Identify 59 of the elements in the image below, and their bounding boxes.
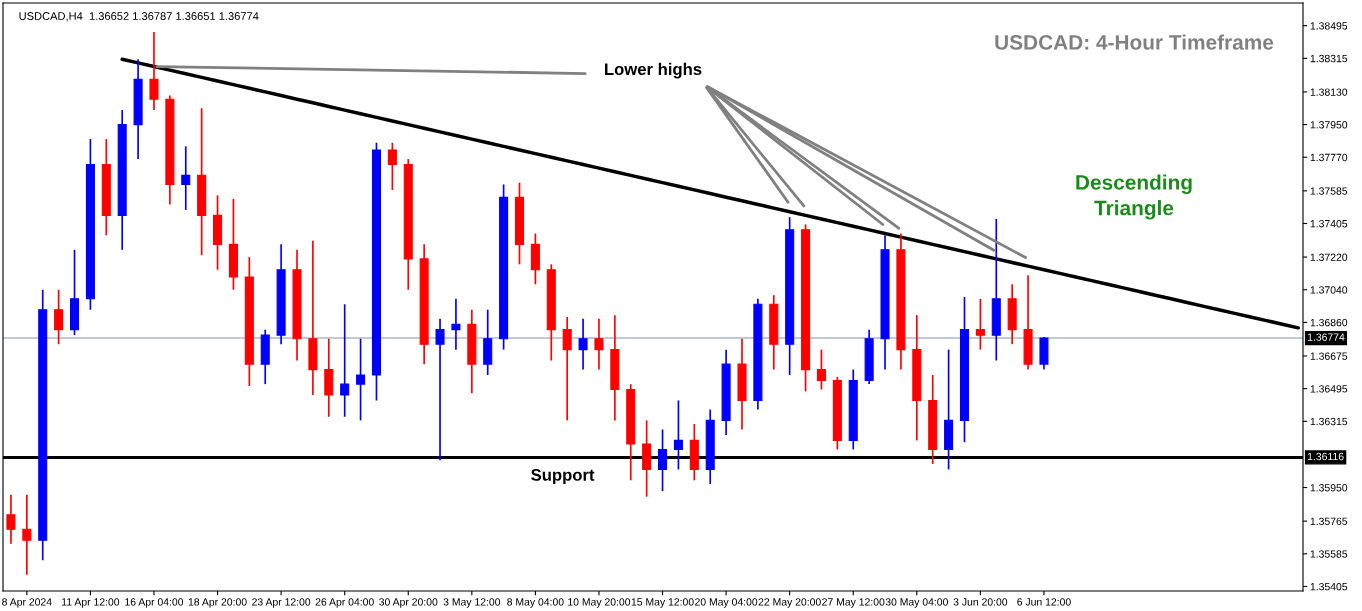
x-tick-label: 8 Apr 2024 xyxy=(2,598,52,608)
candlestick xyxy=(658,428,668,493)
y-tick-label: 1.37950 xyxy=(1310,121,1348,129)
candlestick xyxy=(562,316,572,422)
y-tick-label: 1.35765 xyxy=(1310,517,1348,526)
candlestick xyxy=(54,288,64,346)
x-tick-label: 22 May 20:00 xyxy=(758,598,821,608)
x-tick-label: 3 Jun 20:00 xyxy=(953,598,1008,606)
y-tick-label: 1.35405 xyxy=(1310,582,1348,591)
line-series xyxy=(120,57,1300,330)
y-tick-label: 1.35585 xyxy=(1310,550,1348,558)
x-tick-label: 27 May 12:00 xyxy=(822,598,885,608)
y-tick-label: 1.37585 xyxy=(1310,187,1348,195)
candlestick xyxy=(673,399,683,471)
annotation: Descending Triangle xyxy=(1076,174,1192,220)
x-tick-label: 23 Apr 12:00 xyxy=(252,598,311,608)
y-tick-label: 1.38495 xyxy=(1310,22,1348,30)
candlestick xyxy=(578,317,588,371)
y-tick-label: 1.38130 xyxy=(1310,88,1348,96)
x-tick-label: 16 Apr 04:00 xyxy=(125,598,184,608)
x-tick-label: 6 Jun 12:00 xyxy=(1017,598,1071,606)
y-tick-label: 1.35950 xyxy=(1310,484,1348,492)
candlestick xyxy=(181,145,191,211)
y-tick-label: 1.36675 xyxy=(1310,352,1348,360)
x-tick-label: 8 May 04:00 xyxy=(507,598,564,608)
y-tick-label: 1.37770 xyxy=(1310,153,1348,162)
x-tick-label: 20 May 04:00 xyxy=(695,598,758,608)
candlestick xyxy=(22,493,32,576)
y-tick-label: 1.36495 xyxy=(1310,385,1348,393)
candlestick xyxy=(451,297,461,351)
x-tick-label: 10 May 20:00 xyxy=(568,598,631,608)
x-tick-label: 18 Apr 20:00 xyxy=(188,598,247,608)
ref-line-label: 1.36774 xyxy=(1307,333,1345,341)
candlestick xyxy=(387,141,397,191)
y-tick-label: 1.37040 xyxy=(1310,286,1348,294)
text: USDCAD: 4-Hour Timeframe xyxy=(995,34,1274,50)
x-tick-label: 30 May 04:00 xyxy=(885,598,948,608)
candlestick xyxy=(340,303,350,418)
candlestick xyxy=(149,31,159,111)
annotation: USDCAD,H4 1.36652 1.36787 1.36651 1.36774 xyxy=(19,12,259,22)
candlestick xyxy=(816,348,826,391)
x-tick-label: 11 Apr 12:00 xyxy=(62,598,120,608)
candlestick xyxy=(975,297,985,351)
annotation: Support xyxy=(531,469,595,485)
y-tick-label: 1.37405 xyxy=(1310,220,1348,228)
ref-line-label: 1.36116 xyxy=(1307,452,1344,461)
y-tick-label: 1.38315 xyxy=(1310,54,1348,63)
y-tick-label: 1.36315 xyxy=(1310,417,1348,426)
candlestick xyxy=(594,317,604,371)
annotation: Lower highs xyxy=(605,62,702,79)
candlestick xyxy=(6,493,16,545)
x-tick-label: 26 Apr 04:00 xyxy=(315,598,374,608)
y-tick-label: 1.37220 xyxy=(1310,253,1348,261)
candlestick xyxy=(435,317,445,462)
x-tick-label: 15 May 12:00 xyxy=(631,598,694,608)
candlestick xyxy=(356,337,366,422)
x-tick-label: 3 May 12:00 xyxy=(443,598,501,608)
x-tick-label: 30 Apr 20:00 xyxy=(379,598,438,608)
y-tick-label: 1.36860 xyxy=(1310,318,1348,327)
